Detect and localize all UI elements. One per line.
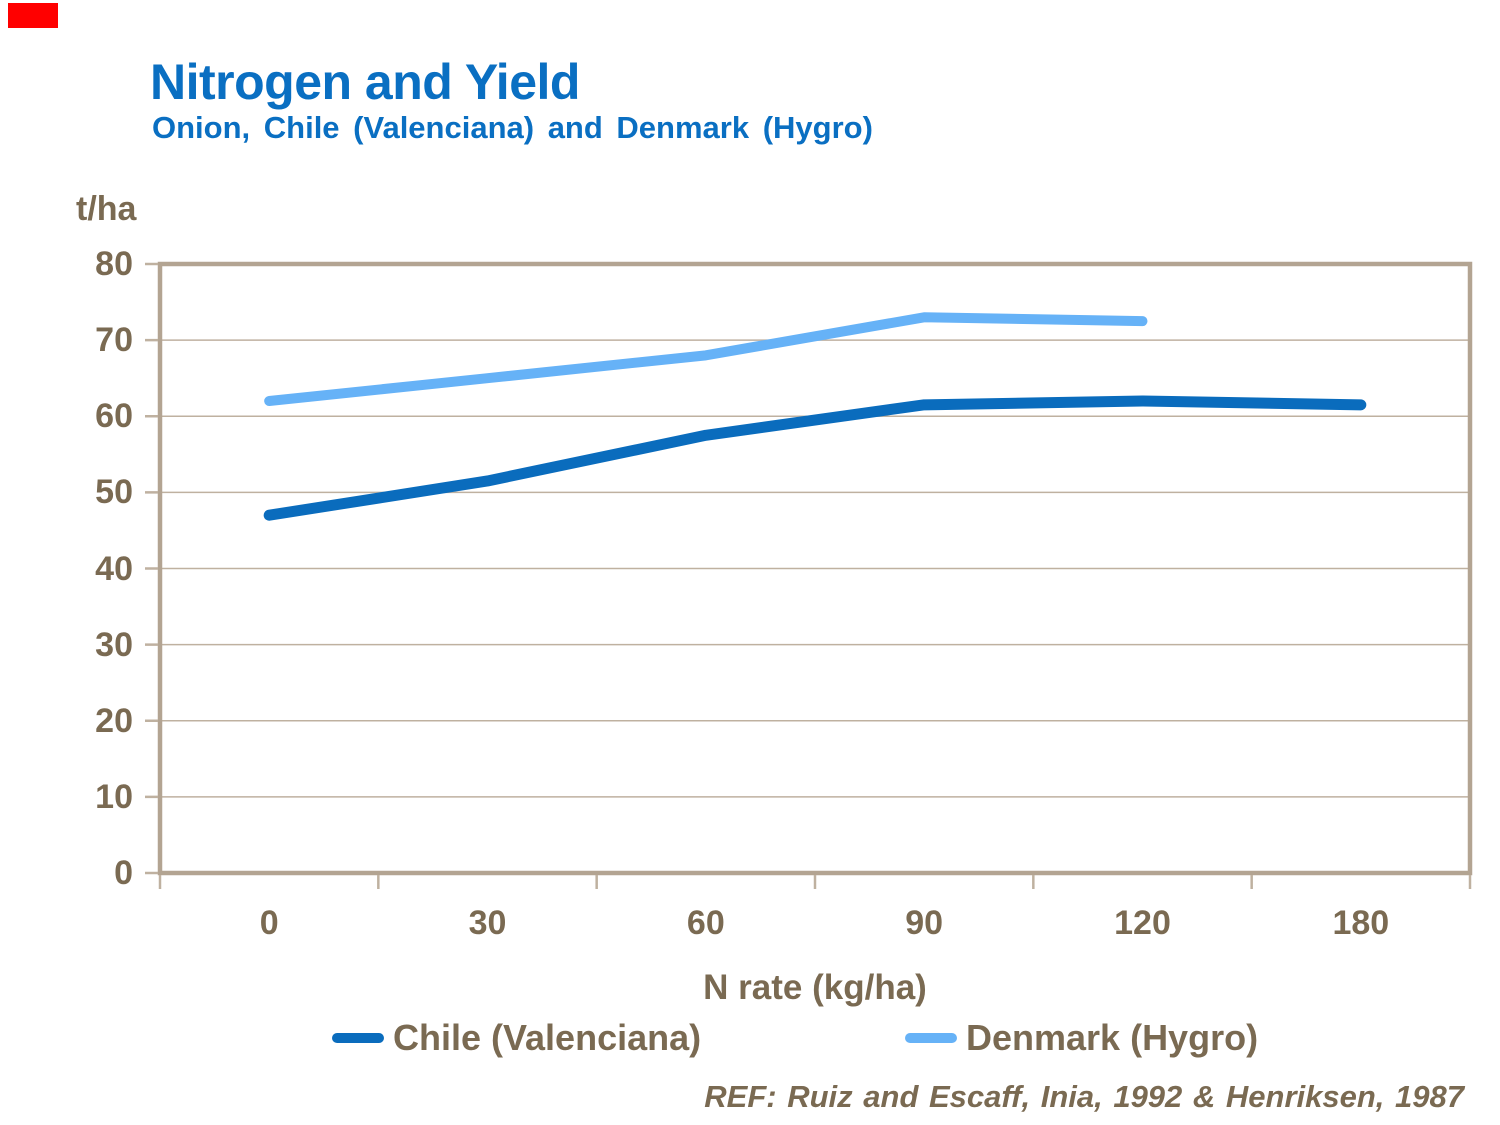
- y-tick-label: 0: [114, 854, 133, 892]
- chart-subtitle: Onion, Chile (Valenciana) and Denmark (H…: [152, 110, 873, 145]
- legend-label-chile: Chile (Valenciana): [393, 1017, 702, 1058]
- plot-border: [157, 261, 1473, 876]
- reference-citation: REF: Ruiz and Escaff, Inia, 1992 & Henri…: [704, 1079, 1464, 1114]
- x-tick-label: 90: [905, 904, 944, 942]
- legend-label-denmark: Denmark (Hygro): [966, 1017, 1259, 1058]
- y-axis-unit-label: t/ha: [76, 190, 137, 228]
- chart-title: Nitrogen and Yield: [150, 54, 580, 110]
- x-tick-label: 120: [1114, 904, 1171, 942]
- series-line-denmark: [264, 312, 1148, 407]
- y-tick-label: 80: [95, 245, 133, 283]
- legend-swatch-chile-icon: [332, 1033, 384, 1043]
- series-line-chile: [263, 395, 1367, 521]
- red-corner-marker: [8, 3, 58, 28]
- x-tick-label: 30: [468, 904, 507, 942]
- x-tick-label: 60: [686, 904, 725, 942]
- y-tick-label: 40: [95, 549, 133, 588]
- x-tick-label: 0: [259, 904, 279, 942]
- legend-item-denmark: Denmark (Hygro): [905, 1014, 1258, 1062]
- y-tick-label: 20: [95, 701, 133, 740]
- legend-swatch-denmark-icon: [905, 1033, 957, 1043]
- y-tick-label: 70: [95, 321, 133, 360]
- x-axis-title: N rate (kg/ha): [703, 968, 927, 1007]
- y-tick-label: 50: [95, 473, 133, 512]
- y-tick-label: 30: [95, 625, 133, 664]
- legend-item-chile: Chile (Valenciana): [332, 1014, 701, 1062]
- x-tick-label: 180: [1332, 904, 1390, 942]
- y-tick-label: 60: [95, 397, 133, 436]
- y-tick-label: 10: [95, 777, 133, 816]
